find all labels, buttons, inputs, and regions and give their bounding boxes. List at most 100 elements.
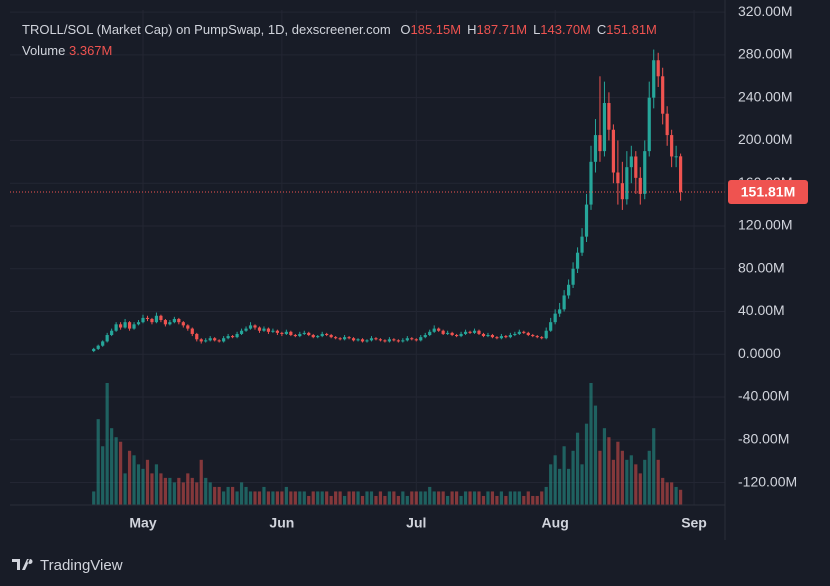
volume-bar (123, 473, 127, 505)
candle-body (369, 338, 374, 341)
candle-body (172, 318, 176, 323)
volume-bar (369, 491, 374, 505)
volume-bar (495, 495, 499, 505)
candle-body (132, 324, 136, 329)
candle-body (459, 333, 463, 337)
volume-bar (486, 491, 490, 505)
candle-body (670, 135, 674, 157)
volume-bar (378, 491, 383, 505)
volume-bar (589, 383, 593, 505)
candle-body (620, 183, 624, 200)
volume-bar (204, 477, 208, 505)
candle-body (625, 167, 629, 200)
volume-bar (253, 491, 257, 505)
candle-body (204, 340, 208, 342)
candle-body (504, 336, 508, 338)
candle-body (508, 335, 512, 338)
candle-body (674, 156, 678, 158)
volume-bar (598, 450, 602, 505)
candle-body (517, 331, 521, 334)
volume-bar (504, 495, 508, 505)
candle-body (159, 315, 163, 321)
volume-bar (150, 473, 154, 505)
volume-bar (419, 491, 423, 505)
candle-body (647, 97, 651, 152)
volume-bar (567, 468, 571, 505)
candle-body (119, 324, 123, 328)
candle-body (432, 328, 436, 332)
candle-body (553, 313, 557, 323)
candle-body (616, 172, 620, 184)
candle-body (589, 161, 593, 205)
y-tick-label: -40.00M (738, 388, 789, 404)
volume-bar (320, 491, 324, 505)
volume-bar (387, 491, 391, 505)
candle-body (154, 315, 159, 323)
volume-bar (311, 491, 315, 505)
volume-bar (629, 455, 633, 505)
volume-name: Volume (22, 43, 66, 58)
candle-body (208, 338, 212, 341)
volume-bar (257, 491, 262, 505)
volume-bar (481, 495, 486, 505)
volume-bar (531, 495, 535, 505)
candle-body (262, 328, 266, 331)
candle-body (235, 333, 239, 338)
volume-bar (190, 477, 194, 505)
candle-body (558, 309, 562, 314)
volume-bar (535, 495, 539, 505)
candle-body (405, 338, 409, 341)
volume-bar (356, 491, 360, 505)
candle-body (383, 340, 387, 342)
candle-body (490, 335, 495, 338)
candle-body (136, 322, 141, 325)
volume-bar (374, 495, 378, 505)
candle-body (248, 325, 253, 329)
volume-bar (325, 491, 329, 505)
volume-bar (114, 437, 118, 505)
candle-body (253, 325, 257, 328)
candle-body (477, 330, 481, 334)
volume-bar (195, 482, 199, 505)
candle-body (275, 330, 279, 333)
candle-body (437, 328, 441, 331)
volume-bar (293, 491, 297, 505)
volume-bar (517, 491, 521, 505)
volume-bar (410, 491, 414, 505)
x-tick-label: Sep (681, 515, 707, 531)
candle-body (163, 320, 167, 325)
y-tick-label: 40.00M (738, 302, 785, 318)
volume-bar (571, 450, 575, 505)
candle-body (661, 76, 665, 114)
candle-body (419, 337, 423, 341)
volume-bar (329, 495, 333, 505)
candle-body (101, 341, 105, 346)
candle-body (181, 322, 185, 326)
candle-body (213, 338, 217, 341)
volume-bar (347, 491, 351, 505)
volume-bar (490, 491, 495, 505)
volume-bar (343, 495, 347, 505)
volume-bar (526, 491, 530, 505)
ohlc-key: L (533, 22, 541, 37)
volume-bar (136, 464, 141, 505)
candle-body (325, 333, 329, 336)
volume-bar (351, 491, 356, 505)
candle-body (401, 340, 405, 342)
candle-body (360, 339, 365, 342)
ohlc-value: 151.81M (606, 22, 657, 37)
candle-body (607, 103, 611, 130)
candle-body (571, 268, 575, 285)
candle-body (298, 333, 302, 337)
volume-bar (298, 491, 302, 505)
volume-bar (544, 486, 548, 505)
last-price-box (728, 179, 808, 204)
candle-body (472, 330, 477, 333)
volume-bar (446, 495, 450, 505)
volume-bar (553, 455, 557, 505)
candle-body (679, 156, 683, 192)
candle-body (567, 284, 571, 296)
candle-body (611, 129, 615, 173)
volume-bar (181, 482, 185, 505)
